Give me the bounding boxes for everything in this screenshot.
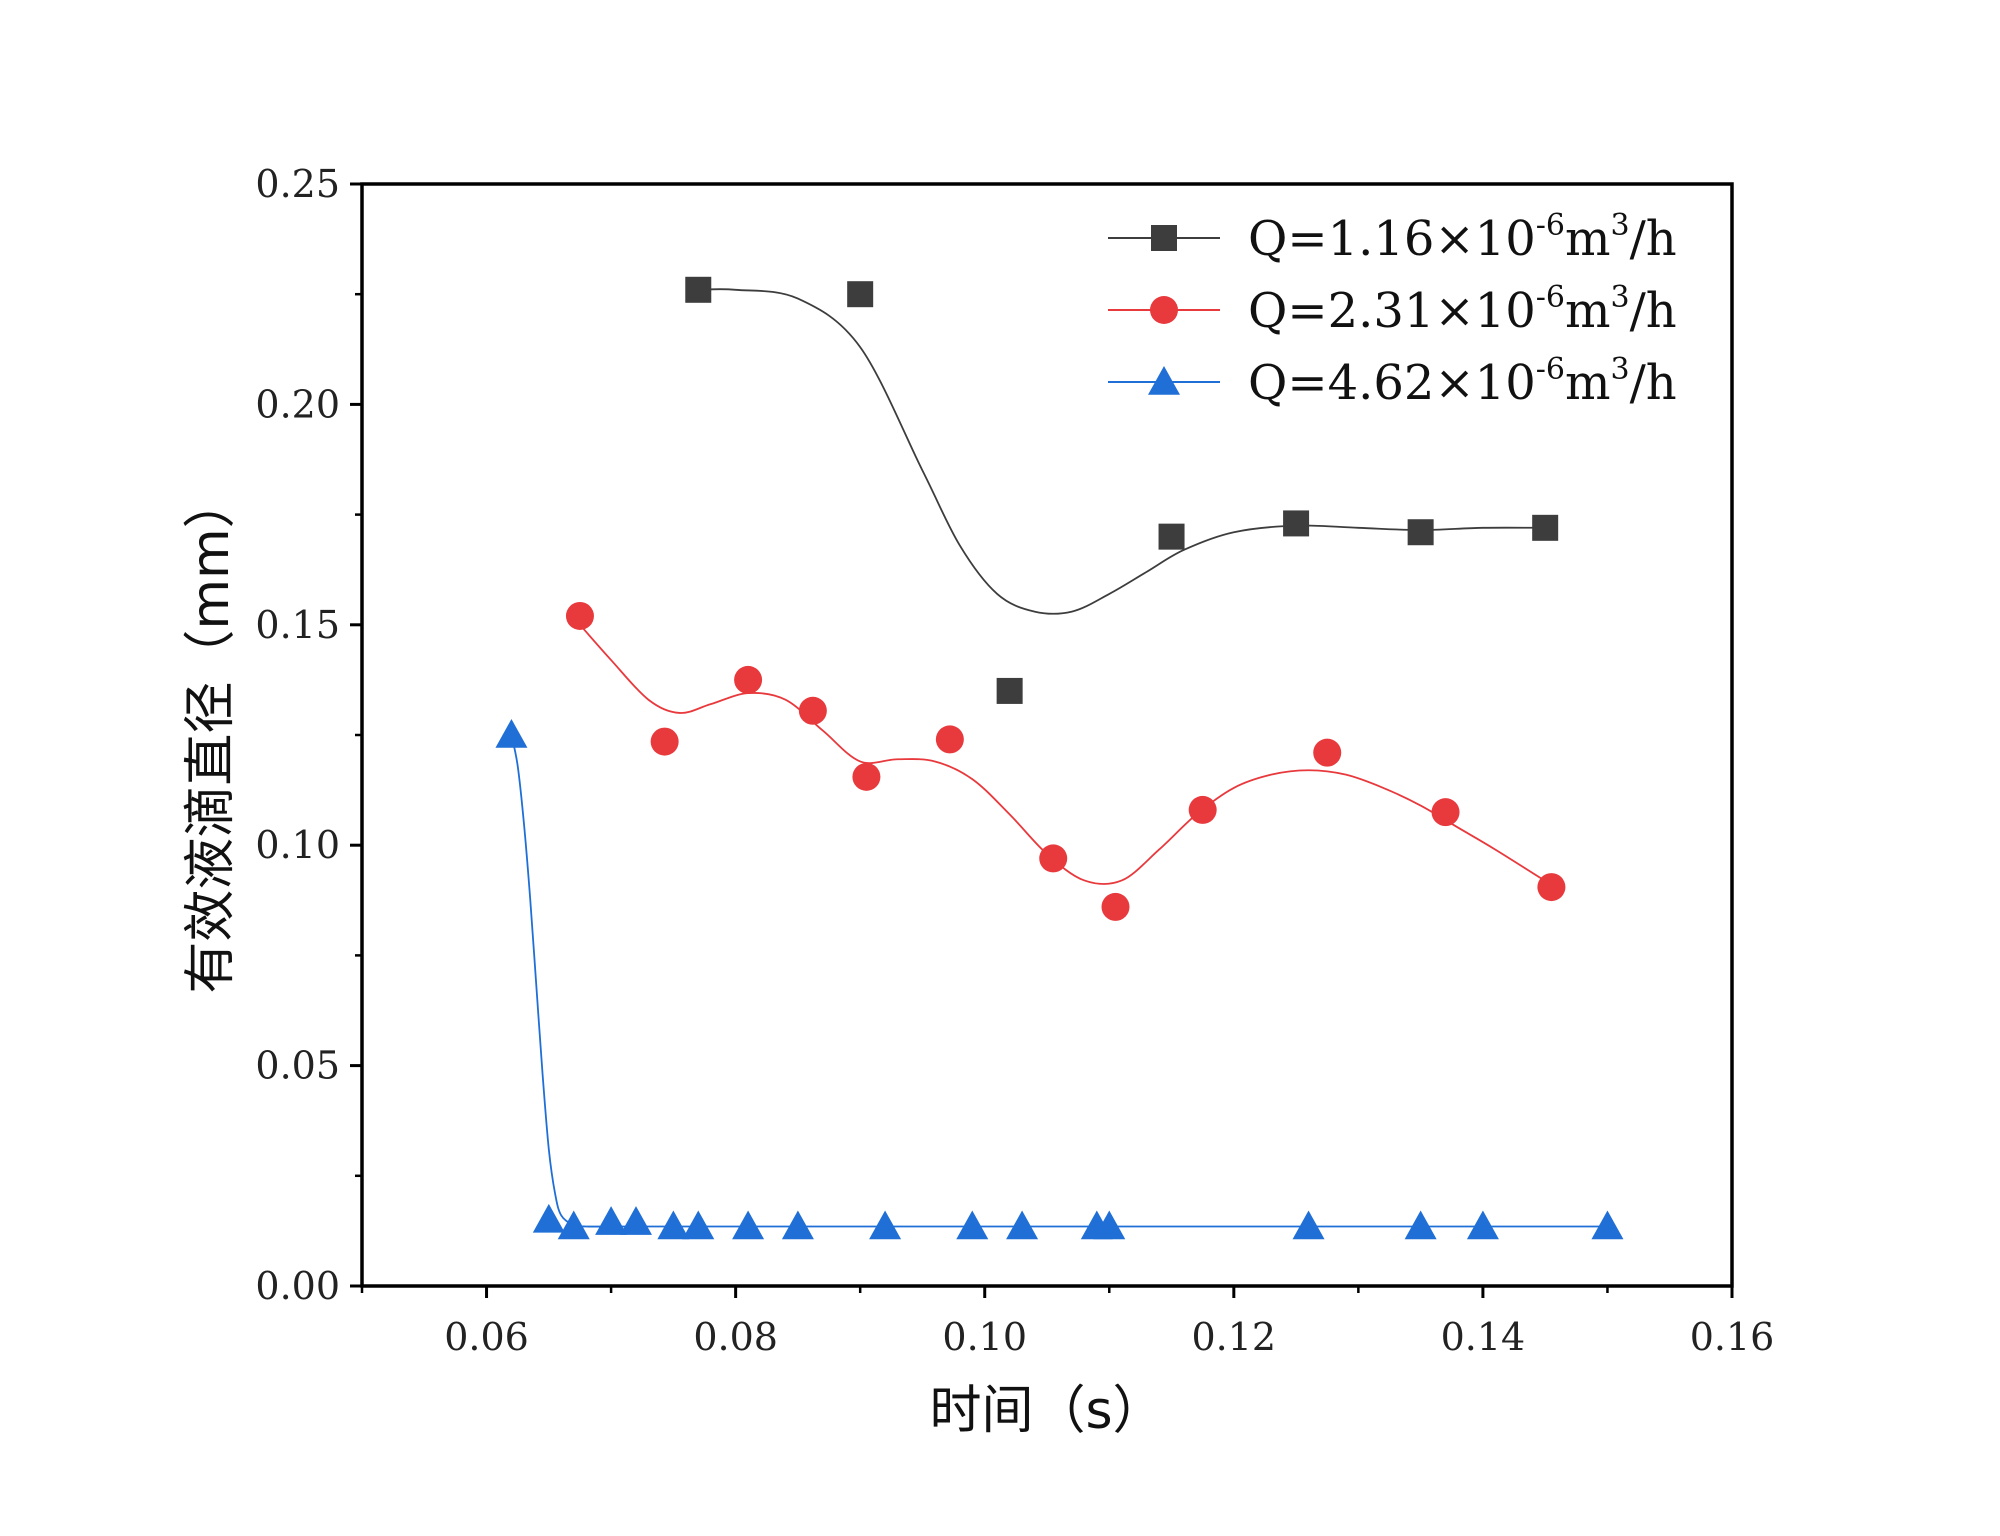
y-axis-title: 有效液滴直径（mm） <box>181 476 241 993</box>
x-tick-label: 0.08 <box>693 1315 778 1359</box>
data-point-series-3 <box>620 1206 652 1235</box>
legend-marker <box>1150 296 1178 324</box>
data-point-series-2 <box>935 725 964 754</box>
data-point-series-3 <box>732 1210 765 1240</box>
data-markers <box>495 276 1624 1240</box>
legend-label: Q=1.16×10-6m3/h <box>1248 208 1677 267</box>
data-point-series-3 <box>595 1206 628 1235</box>
y-tick-label: 0.05 <box>255 1044 340 1088</box>
data-point-series-1 <box>1407 519 1434 546</box>
x-tick-label: 0.14 <box>1441 1315 1526 1359</box>
data-point-series-3 <box>1093 1210 1126 1240</box>
y-tick-label: 0.15 <box>255 603 340 647</box>
plot-frame <box>360 182 1734 1288</box>
fit-curve-series-2 <box>579 624 1552 886</box>
data-point-series-2 <box>852 762 881 791</box>
legend-marker <box>1148 366 1180 395</box>
legend-marker <box>1151 225 1177 251</box>
data-point-series-3 <box>956 1210 989 1240</box>
data-point-series-3 <box>682 1210 715 1240</box>
data-point-series-1 <box>685 276 712 303</box>
y-tick-label: 0.25 <box>255 162 340 206</box>
data-point-series-2 <box>1313 738 1342 767</box>
data-point-series-2 <box>734 665 763 694</box>
fit-curves <box>510 288 1608 1228</box>
data-point-series-3 <box>557 1210 590 1240</box>
data-point-series-2 <box>650 727 679 756</box>
y-axis-ticks: 0.00 0.05 0.10 0.15 0.20 0.25 <box>255 162 362 1308</box>
data-point-series-3 <box>495 719 528 748</box>
data-point-series-3 <box>532 1203 565 1233</box>
data-point-series-3 <box>1466 1210 1499 1240</box>
fit-curve-series-1 <box>698 288 1546 615</box>
y-tick-label: 0.20 <box>255 382 340 426</box>
data-point-series-1 <box>1283 510 1310 537</box>
y-tick-label: 0.10 <box>255 823 340 867</box>
x-tick-label: 0.06 <box>444 1315 529 1359</box>
data-point-series-2 <box>798 696 827 725</box>
data-point-series-2 <box>1188 795 1217 824</box>
legend: Q=1.16×10-6m3/h Q=2.31×10-6m3/h Q=4.62×10-… <box>1108 208 1677 411</box>
x-axis-ticks: 0.06 0.08 0.10 0.12 0.14 0.16 <box>360 1286 1775 1359</box>
data-point-series-1 <box>996 677 1023 704</box>
x-tick-label: 0.16 <box>1690 1315 1775 1359</box>
data-point-series-2 <box>565 601 594 630</box>
y-tick-label: 0.00 <box>255 1264 340 1308</box>
x-axis-title: 时间（s） <box>929 1381 1164 1441</box>
data-point-series-3 <box>1292 1210 1325 1240</box>
data-point-series-1 <box>1158 523 1185 550</box>
data-point-series-3 <box>1591 1210 1624 1240</box>
data-point-series-3 <box>657 1210 690 1240</box>
legend-label: Q=4.62×10-6m3/h <box>1248 352 1677 411</box>
data-point-series-2 <box>1431 798 1460 827</box>
data-point-series-2 <box>1039 844 1068 873</box>
data-point-series-3 <box>1404 1210 1437 1240</box>
data-point-series-3 <box>781 1210 814 1240</box>
legend-label: Q=2.31×10-6m3/h <box>1248 280 1677 339</box>
data-point-series-3 <box>869 1210 902 1240</box>
data-point-series-2 <box>1537 873 1566 902</box>
x-tick-label: 0.12 <box>1192 1315 1277 1359</box>
data-point-series-1 <box>1532 514 1559 541</box>
data-point-series-3 <box>1006 1210 1039 1240</box>
data-point-series-1 <box>847 281 874 308</box>
data-point-series-2 <box>1101 892 1130 921</box>
x-tick-label: 0.10 <box>942 1315 1027 1359</box>
